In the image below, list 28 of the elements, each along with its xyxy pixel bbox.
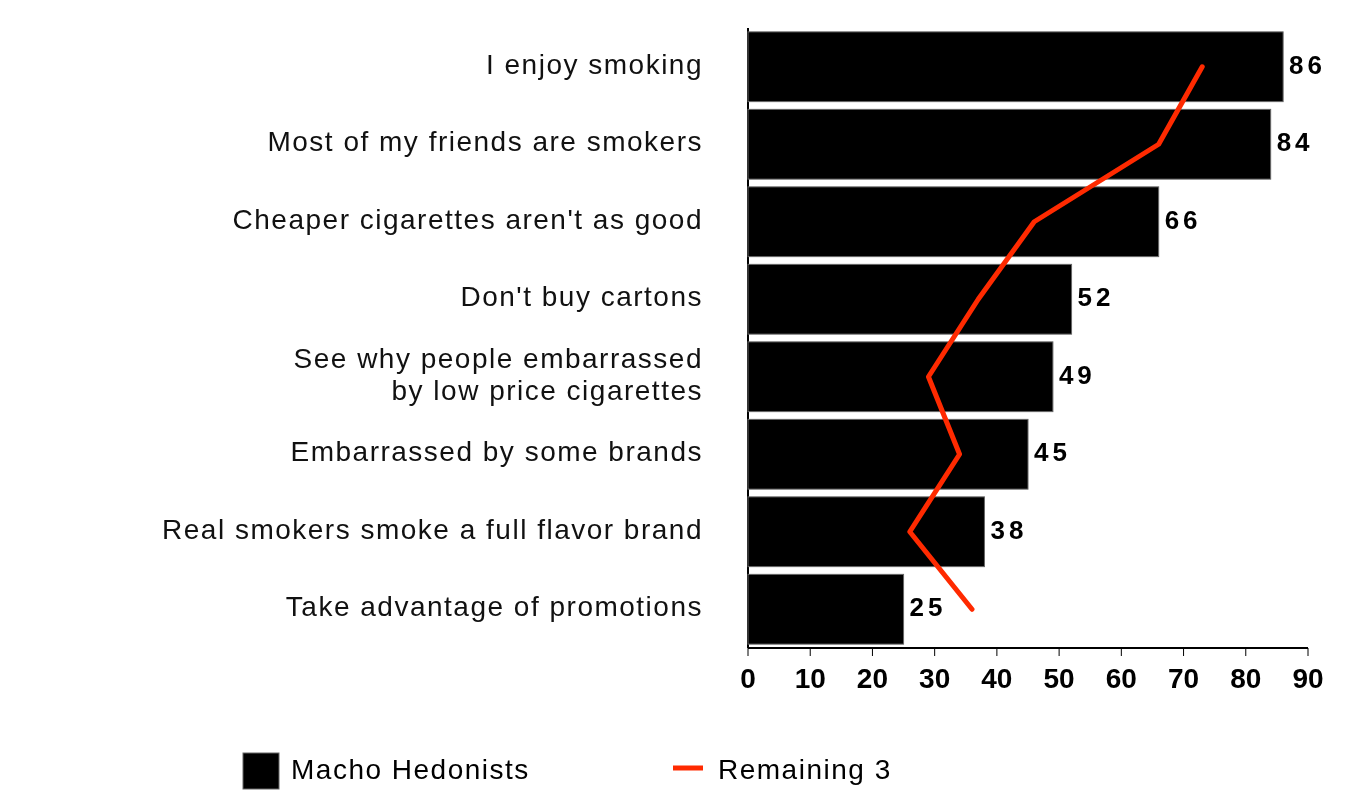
x-tick-label: 10 [794,663,826,694]
legend-label: Remaining 3 [718,754,892,786]
data-label: 38 [990,514,1028,545]
y-tick-label: Embarrassed by some brands [290,436,703,468]
data-label: 86 [1289,49,1327,80]
y-tick-label: Real smokers smoke a full flavor brand [162,514,703,546]
x-tick-label: 30 [919,663,951,694]
data-label: 52 [1077,282,1115,313]
x-tick-label: 90 [1292,663,1324,694]
x-tick-label: 50 [1043,663,1075,694]
data-label: 45 [1034,437,1071,468]
data-label: 84 [1276,127,1314,158]
x-tick-label: 40 [981,663,1013,694]
x-tick-label: 60 [1105,663,1137,694]
y-tick-label: Cheaper cigarettes aren't as good [232,204,703,236]
y-tick-label: See why people embarrassed by low price cigarettes [293,343,703,407]
data-label: 25 [909,592,947,623]
x-tick-label: 70 [1167,663,1200,694]
x-tick-label: 80 [1230,663,1262,694]
x-tick-label: 20 [856,663,889,694]
data-label: 49 [1058,359,1096,390]
y-tick-label: Most of my friends are smokers [267,126,703,158]
data-label: 66 [1164,204,1202,235]
y-tick-label: Don't buy cartons [460,281,703,313]
y-tick-label: I enjoy smoking [485,49,703,81]
x-tick-label: 0 [740,663,756,694]
legend-label: Macho Hedonists [291,754,530,786]
y-tick-label: Take advantage of promotions [285,591,703,623]
